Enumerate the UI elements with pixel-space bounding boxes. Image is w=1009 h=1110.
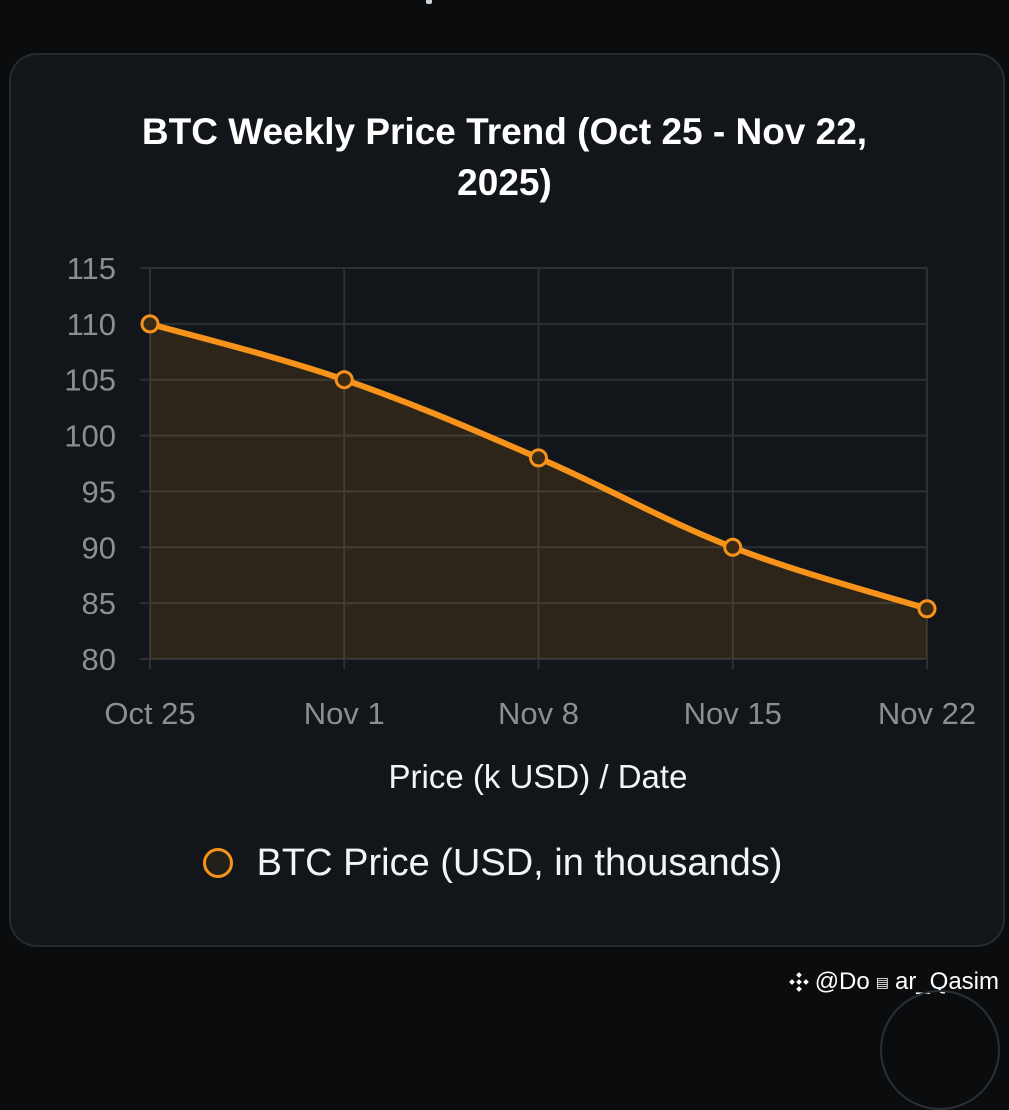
y-tick-label: 90 [82, 530, 116, 565]
legend-circle-icon [202, 848, 233, 878]
watermark: @Do ▤ ar_Qasim [788, 968, 999, 996]
y-tick-label: 95 [82, 474, 116, 509]
chart-title-line-2: 2025) [457, 162, 552, 203]
chart-card [9, 53, 1005, 947]
line-chart: 115 110 105 100 95 90 85 80 Oct 25 Nov 1 Nov 8 Nov… [64, 251, 976, 795]
x-tick-label: Nov 22 [878, 696, 976, 731]
x-axis-label: Price (k USD) / Date [389, 758, 688, 795]
data-point [917, 599, 937, 619]
top-stub [426, 0, 432, 4]
data-point [334, 370, 354, 390]
y-tick-label: 85 [82, 586, 116, 621]
data-point [529, 448, 548, 468]
y-tick-label: 115 [67, 251, 116, 286]
x-tick-labels: Oct 25 Nov 1 Nov 8 Nov 15 Nov 22 [104, 696, 976, 731]
binance-diamond-icon [788, 972, 809, 992]
area-fill-layer [150, 323, 927, 659]
legend-label: BTC Price (USD, in thousands) [256, 841, 783, 884]
y-tick-label: 110 [67, 307, 116, 342]
grid-lines [140, 267, 928, 669]
series-area [150, 323, 927, 659]
corner-arc [880, 990, 1000, 1110]
data-points-layer [140, 314, 937, 619]
x-tick-label: Oct 25 [104, 696, 195, 731]
y-tick-label: 100 [64, 419, 116, 454]
y-tick-labels: 115 110 105 100 95 90 85 80 [64, 251, 116, 677]
y-tick-label: 80 [82, 642, 116, 677]
chart-title-line-1: BTC Weekly Price Trend (Oct 25 - Nov 22, [141, 111, 868, 152]
x-tick-label: Nov 8 [498, 696, 579, 731]
x-tick-label: Nov 15 [684, 696, 782, 731]
y-tick-label: 105 [64, 363, 116, 398]
data-point [723, 537, 743, 557]
chart-legend[interactable]: BTC Price (USD, in thousands) [0, 836, 1009, 890]
x-tick-label: Nov 1 [304, 696, 385, 731]
watermark-handle: @Do [814, 968, 870, 995]
watermark-glyph: ▤ [875, 974, 889, 990]
data-point [140, 314, 160, 334]
